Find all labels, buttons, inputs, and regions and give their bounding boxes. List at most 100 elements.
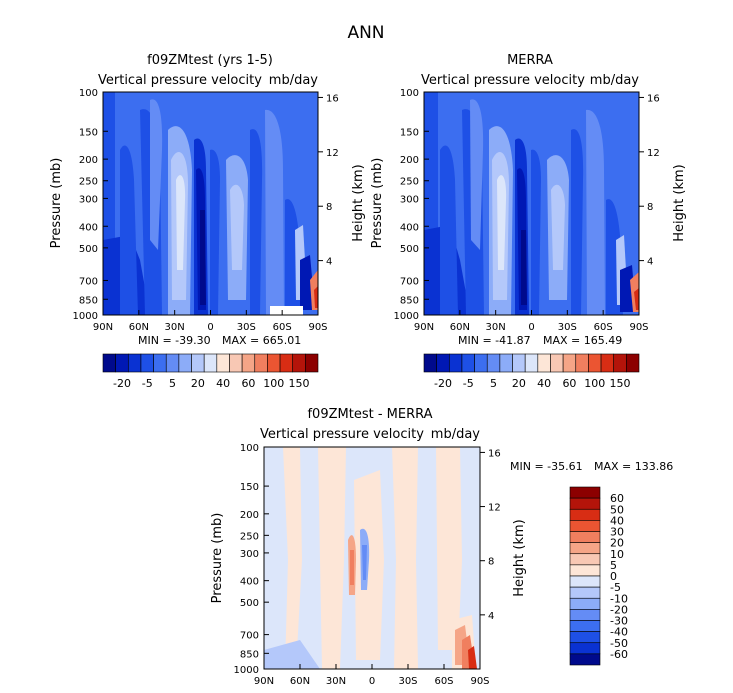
- colorbar-label: 20: [610, 537, 624, 550]
- panel-subtitle-right: mb/day: [590, 73, 640, 88]
- y-axis-label: Pressure (mb): [370, 158, 385, 249]
- y-axis-left: 100 150 200 250 300 400 500 700 850 1000: [234, 443, 269, 676]
- colorbar-swatch: [267, 353, 281, 373]
- y-tick-label: 700: [79, 276, 98, 287]
- y-tick-label: 100: [400, 88, 419, 99]
- colorbar-label: 0: [610, 570, 617, 583]
- y2-tick-label: 12: [647, 148, 660, 159]
- colorbar-swatch: [613, 353, 627, 373]
- x-tick-label: 60N: [129, 322, 149, 333]
- x-tick-label: 0: [369, 676, 375, 687]
- panel-title: f09ZMtest (yrs 1-5): [147, 53, 273, 68]
- colorbar-label: 150: [610, 377, 631, 390]
- colorbar-swatch: [569, 653, 601, 666]
- colorbar-swatch: [165, 353, 180, 373]
- colorbar-label: 5: [610, 559, 617, 572]
- y2-tick-label: 16: [488, 448, 501, 459]
- colorbar-label: -50: [610, 637, 628, 650]
- y-tick-label: 500: [79, 244, 98, 255]
- y-tick-label: 400: [240, 577, 259, 588]
- x-tick-label: 90S: [470, 676, 489, 687]
- colorbar-swatch: [448, 353, 463, 373]
- x-tick-label: 60S: [273, 322, 292, 333]
- colorbar-swatch: [436, 353, 450, 373]
- x-tick-label: 90N: [414, 322, 434, 333]
- colorbar-swatch: [569, 586, 601, 599]
- colorbar-swatch: [569, 497, 601, 510]
- y-tick-label: 300: [79, 194, 98, 205]
- y-tick-label: 850: [79, 295, 98, 306]
- colorbar-swatch: [575, 353, 589, 373]
- y-tick-label: 1000: [394, 311, 419, 322]
- colorbar-label: -40: [610, 626, 628, 639]
- y-tick-label: 700: [400, 276, 419, 287]
- colorbar-swatch: [499, 353, 513, 373]
- page-title: ANN: [347, 23, 384, 43]
- y-axis-left: 100 150 200 250 300 400 500 700 850 1000: [73, 88, 108, 322]
- y-axis-right-label: Height (km): [512, 519, 527, 596]
- y-tick-label: 850: [240, 649, 259, 660]
- x-tick-label: 30N: [165, 322, 185, 333]
- colorbar-swatch: [191, 353, 205, 373]
- min-value: MIN = -41.87: [458, 334, 531, 347]
- colorbar-swatch: [600, 353, 615, 373]
- panel-reanalysis: MERRA Vertical pressure velocity mb/day: [370, 53, 687, 390]
- colorbar-label: -5: [142, 377, 153, 390]
- y2-tick-label: 4: [647, 257, 653, 268]
- y-tick-label: 500: [240, 598, 259, 609]
- heatmap-field: [264, 447, 480, 669]
- x-tick-label: 30S: [237, 322, 256, 333]
- colorbar-swatch: [569, 486, 601, 499]
- colorbar-label: 30: [610, 526, 624, 539]
- panel-subtitle-left: Vertical pressure velocity: [260, 427, 424, 442]
- colorbar-label: -20: [610, 603, 628, 616]
- y-tick-label: 200: [79, 155, 98, 166]
- colorbar-label: 10: [610, 548, 624, 561]
- panel-subtitle-right: mb/day: [431, 427, 481, 442]
- colorbar-swatch: [216, 353, 230, 373]
- x-tick-label: 30N: [326, 676, 346, 687]
- y-axis-left: 100 150 200 250 300 400 500 700 850 1000: [394, 88, 429, 322]
- colorbar-swatch: [569, 609, 601, 621]
- colorbar-swatch: [569, 520, 601, 532]
- colorbar-label: 40: [537, 377, 551, 390]
- colorbar-swatch: [178, 353, 192, 373]
- y-tick-label: 150: [240, 482, 259, 493]
- panel-subtitle-left: Vertical pressure velocity: [98, 73, 262, 88]
- colorbar-label: 100: [584, 377, 605, 390]
- y-tick-label: 250: [240, 531, 259, 542]
- colorbar-swatch: [153, 353, 167, 373]
- colorbar-swatch: [569, 564, 601, 577]
- colorbar-label: 40: [610, 514, 624, 527]
- x-axis: 90N 60N 30N 0 30S 60S 90S: [93, 310, 328, 333]
- colorbar-swatch: [569, 553, 601, 566]
- colorbar-swatch: [241, 353, 256, 373]
- y-tick-label: 400: [79, 222, 98, 233]
- colorbar-swatch: [474, 353, 488, 373]
- colorbar-swatch: [569, 620, 601, 632]
- colorbar-swatch: [569, 631, 601, 644]
- y-tick-label: 300: [240, 549, 259, 560]
- colorbar-swatch: [254, 353, 268, 373]
- colorbar-swatch: [588, 353, 602, 373]
- colorbar-swatch: [569, 508, 601, 521]
- panel-subtitle-left: Vertical pressure velocity: [421, 73, 585, 88]
- x-axis: 90N 60N 30N 0 30S 60S 90S: [414, 310, 649, 333]
- colorbar: -20 -5 5 20 40 60 100 150: [102, 353, 319, 390]
- colorbar-swatch: [569, 531, 601, 543]
- y-tick-label: 150: [400, 127, 419, 138]
- x-axis: 90N 60N 30N 0 30S 60S 90S: [254, 664, 490, 687]
- y-tick-label: 700: [240, 631, 259, 642]
- colorbar: -20 -5 5 20 40 60 100 150: [423, 353, 640, 390]
- y-tick-label: 250: [79, 177, 98, 188]
- colorbar-swatch: [305, 353, 319, 373]
- y-axis-label: Pressure (mb): [210, 513, 225, 604]
- colorbar-label: -5: [610, 581, 621, 594]
- y-tick-label: 200: [240, 510, 259, 521]
- colorbar-swatch: [279, 353, 294, 373]
- colorbar-swatch: [512, 353, 526, 373]
- y2-tick-label: 4: [326, 257, 332, 268]
- colorbar-label: 60: [562, 377, 576, 390]
- colorbar-label: -30: [610, 615, 628, 628]
- x-tick-label: 0: [528, 322, 534, 333]
